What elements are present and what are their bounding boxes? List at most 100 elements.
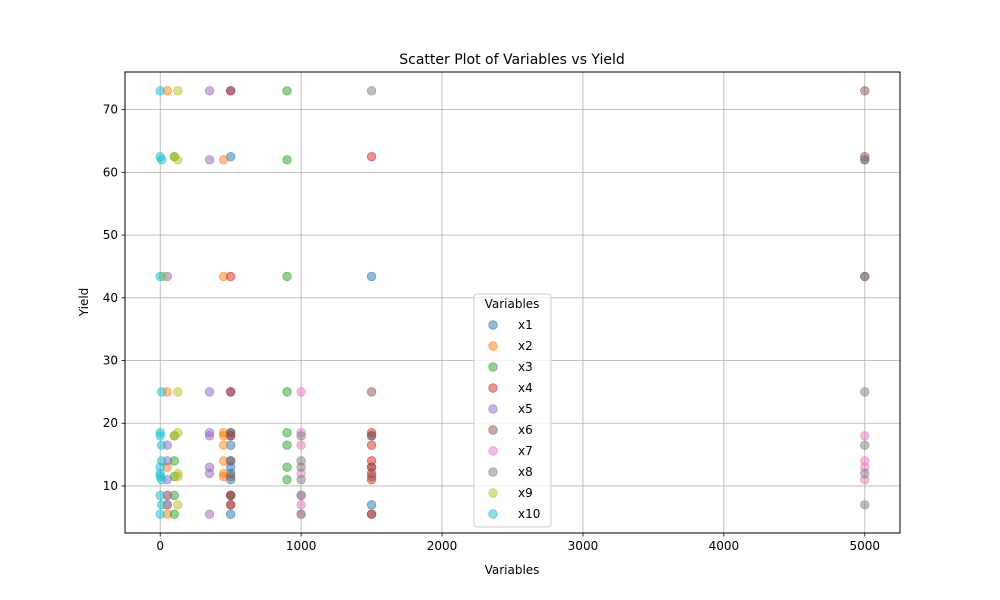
- point-x6: [225, 490, 236, 501]
- point-x5: [204, 86, 215, 96]
- point-x10: [155, 431, 165, 441]
- legend-label-x2: x2: [518, 339, 533, 353]
- point-x5: [204, 431, 215, 441]
- point-x10: [156, 500, 167, 510]
- y-tick-label: 50: [103, 228, 118, 242]
- point-x10: [156, 155, 167, 165]
- legend-label-x8: x8: [518, 465, 533, 479]
- legend-marker-x9: [488, 488, 498, 498]
- legend-marker-x7: [488, 446, 498, 456]
- legend-marker-x10: [488, 509, 498, 519]
- point-x9: [173, 86, 183, 96]
- point-x6: [366, 387, 377, 397]
- point-x8: [860, 440, 870, 450]
- point-x4: [366, 440, 377, 450]
- point-x3: [282, 462, 292, 472]
- y-tick-label: 20: [103, 416, 118, 430]
- x-tick-label: 2000: [427, 539, 458, 553]
- point-x8: [296, 462, 306, 472]
- point-x10: [156, 387, 167, 397]
- point-x8: [860, 468, 870, 479]
- x-tick-label: 1000: [286, 539, 317, 553]
- point-x3: [282, 387, 292, 397]
- point-x7: [296, 500, 306, 510]
- point-x2: [218, 155, 229, 165]
- legend-label-x6: x6: [518, 423, 533, 437]
- point-x8: [296, 509, 306, 519]
- point-x6: [225, 456, 236, 466]
- legend-label-x4: x4: [518, 381, 533, 395]
- data-points: [155, 86, 870, 519]
- point-x4: [225, 387, 236, 397]
- point-x5: [204, 468, 215, 479]
- legend: Variables x1 x2 x3 x4 x5 x6 x7 x8 x9 x10: [473, 293, 552, 528]
- point-x2: [218, 440, 229, 450]
- point-x6: [366, 431, 377, 441]
- chart-title: Scatter Plot of Variables vs Yield: [399, 52, 625, 68]
- point-x10: [155, 509, 165, 519]
- point-x1: [225, 509, 236, 519]
- x-tick-label: 3000: [568, 539, 599, 553]
- point-x9: [169, 431, 180, 441]
- legend-label-x5: x5: [518, 402, 533, 416]
- legend-items: x1 x2 x3 x4 x5 x6 x7 x8 x9 x10: [488, 318, 540, 521]
- point-x9: [173, 471, 183, 482]
- point-x8: [860, 387, 870, 397]
- x-tick-label: 4000: [709, 539, 740, 553]
- point-x5: [204, 509, 215, 519]
- point-x10: [155, 86, 165, 96]
- y-tick-label: 40: [103, 291, 118, 305]
- legend-label-x9: x9: [518, 486, 533, 500]
- point-x10: [156, 474, 167, 485]
- legend-label-x7: x7: [518, 444, 533, 458]
- point-x6: [366, 509, 377, 519]
- point-x10: [156, 440, 167, 450]
- point-x8: [296, 431, 306, 441]
- x-axis-label: Variables: [485, 563, 540, 577]
- point-x1: [366, 271, 377, 282]
- point-x3: [169, 509, 180, 519]
- point-x3: [282, 155, 292, 165]
- axis-ticks: 0 1000 2000 3000 4000 5000 10 20 30 40 50 60 70: [103, 103, 880, 553]
- point-x9: [173, 500, 183, 510]
- point-x6: [225, 427, 236, 438]
- axes-frame: [124, 71, 901, 534]
- point-x6: [366, 462, 377, 472]
- point-x5: [204, 387, 215, 397]
- point-x8: [860, 271, 870, 282]
- point-x6: [225, 500, 236, 510]
- point-x10: [155, 271, 165, 282]
- legend-marker-x6: [488, 425, 498, 435]
- y-tick-label: 60: [103, 165, 118, 179]
- point-x3: [282, 427, 292, 438]
- point-x3: [282, 86, 292, 96]
- point-x8: [860, 155, 870, 165]
- legend-label-x3: x3: [518, 360, 533, 374]
- legend-marker-x4: [488, 383, 498, 393]
- y-tick-label: 30: [103, 354, 118, 368]
- point-x7: [296, 440, 306, 450]
- point-x3: [282, 474, 292, 485]
- point-x4: [225, 86, 236, 96]
- x-tick-label: 0: [156, 539, 164, 553]
- x-tick-label: 5000: [849, 539, 880, 553]
- point-x8: [860, 500, 870, 510]
- legend-marker-x1: [488, 320, 498, 330]
- point-x9: [169, 151, 180, 162]
- legend-marker-x8: [488, 467, 498, 477]
- point-x3: [282, 440, 292, 450]
- legend-title: Variables: [485, 297, 540, 311]
- legend-frame: [473, 293, 552, 528]
- point-x5: [204, 155, 215, 165]
- legend-marker-x5: [488, 404, 498, 414]
- point-x10: [155, 490, 165, 501]
- y-axis-label: Yield: [77, 288, 91, 318]
- point-x1: [366, 500, 377, 510]
- y-tick-label: 70: [103, 103, 118, 117]
- point-x6: [225, 471, 236, 482]
- legend-label-x10: x10: [518, 507, 540, 521]
- point-x6: [860, 86, 870, 96]
- point-x7: [860, 431, 870, 441]
- point-x6: [366, 471, 377, 482]
